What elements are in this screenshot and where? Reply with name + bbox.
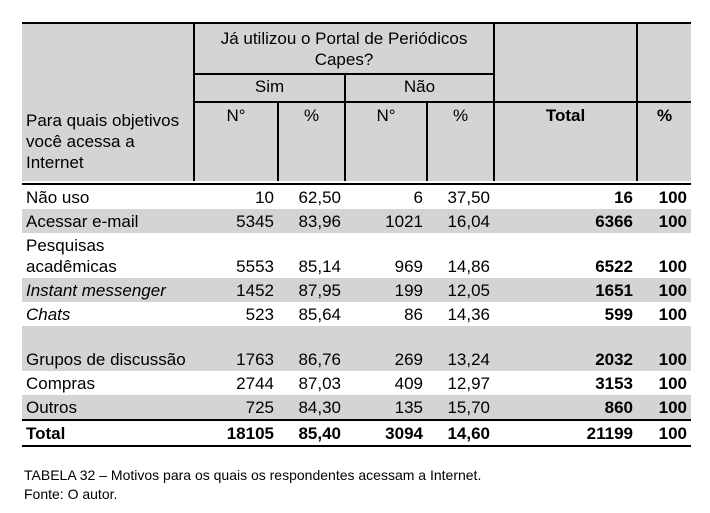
sim-pct-cell: 85,64 bbox=[298, 305, 341, 324]
total-cell: 6366 bbox=[494, 209, 638, 233]
sim-n-cell: 5553 bbox=[236, 257, 274, 276]
sim-header: Sim bbox=[193, 74, 345, 103]
nao-pct-cell: 13,24 bbox=[427, 326, 495, 371]
pct-cell: 100 bbox=[658, 257, 688, 276]
table-row: Grupos de discussão 1763 86,76 269 13,24… bbox=[22, 326, 692, 371]
row-label: Instant messenger bbox=[22, 278, 194, 302]
sim-n-cell: 5345 bbox=[194, 209, 278, 233]
sim-n-cell: 10 bbox=[255, 188, 274, 207]
nao-n-header: N° bbox=[344, 102, 427, 181]
sim-pct-cell: 86,76 bbox=[278, 326, 345, 371]
sim-pct-cell: 85,14 bbox=[298, 257, 341, 276]
row-label: Acessar e-mail bbox=[22, 209, 194, 233]
table-row: Pesquisas acadêmicas 5553 85,14 969 14,8… bbox=[22, 233, 691, 278]
total-cell: 6522 bbox=[595, 257, 634, 276]
table-caption: TABELA 32 – Motivos para os quais os res… bbox=[24, 466, 481, 504]
sim-pct-cell: 62,50 bbox=[298, 188, 341, 207]
data-table: Para quais objetivos você acessa a Inter… bbox=[22, 22, 692, 447]
caption-title: TABELA 32 – Motivos para os quais os res… bbox=[24, 467, 482, 483]
nao-n-cell: 3094 bbox=[345, 419, 427, 447]
row-label: Chats bbox=[26, 305, 71, 324]
nao-pct-cell: 12,05 bbox=[427, 278, 495, 302]
pct-header-spacer bbox=[636, 22, 692, 102]
total-cell: 2032 bbox=[494, 326, 638, 371]
nao-n-cell: 6 bbox=[413, 188, 423, 207]
nao-pct-cell: 12,97 bbox=[447, 374, 491, 393]
sim-n-cell: 725 bbox=[194, 395, 278, 420]
table-row: Compras 2744 87,03 409 12,97 3153 100 bbox=[22, 371, 691, 395]
row-label-header: Para quais objetivos você acessa a Inter… bbox=[22, 22, 194, 181]
pct-cell: 100 bbox=[637, 278, 692, 302]
total-header-spacer bbox=[493, 22, 638, 102]
pct-cell: 100 bbox=[658, 374, 688, 393]
nao-n-cell: 269 bbox=[345, 326, 427, 371]
total-cell: 860 bbox=[494, 395, 638, 420]
row-label: Outros bbox=[22, 395, 194, 420]
nao-n-cell: 409 bbox=[394, 374, 423, 393]
nao-pct-cell: 14,86 bbox=[447, 257, 491, 276]
nao-header: Não bbox=[343, 74, 495, 103]
sim-pct-cell: 87,95 bbox=[278, 278, 345, 302]
pct-header: % bbox=[636, 101, 692, 181]
nao-n-cell: 199 bbox=[345, 278, 427, 302]
total-cell: 1651 bbox=[494, 278, 638, 302]
sim-n-cell: 523 bbox=[245, 305, 274, 324]
total-cell: 21199 bbox=[494, 419, 638, 447]
nao-pct-cell: 37,50 bbox=[447, 188, 491, 207]
caption-source: Fonte: O autor. bbox=[24, 486, 118, 502]
total-cell: 16 bbox=[614, 188, 634, 207]
sim-n-cell: 1452 bbox=[194, 278, 278, 302]
row-label: Compras bbox=[26, 374, 95, 393]
pct-cell: 100 bbox=[637, 209, 692, 233]
sim-n-header: N° bbox=[193, 102, 278, 181]
row-label: Pesquisas acadêmicas bbox=[26, 236, 117, 276]
pct-cell: 100 bbox=[658, 188, 688, 207]
total-header: Total bbox=[493, 101, 638, 181]
row-label: Não uso bbox=[26, 188, 90, 207]
total-cell: 3153 bbox=[595, 374, 634, 393]
table-row: Outros 725 84,30 135 15,70 860 100 bbox=[22, 395, 692, 420]
nao-pct-cell: 15,70 bbox=[427, 395, 495, 420]
nao-n-cell: 1021 bbox=[345, 209, 427, 233]
group-header: Já utilizou o Portal de Periódicos Capes… bbox=[192, 22, 495, 75]
sim-pct-header: % bbox=[277, 102, 345, 181]
table-row: Instant messenger 1452 87,95 199 12,05 1… bbox=[22, 278, 692, 302]
pct-cell: 100 bbox=[637, 395, 692, 420]
total-row: Total 18105 85,40 3094 14,60 21199 100 bbox=[22, 419, 692, 447]
nao-pct-cell: 16,04 bbox=[427, 209, 495, 233]
table-row: Chats 523 85,64 86 14,36 599 100 bbox=[22, 302, 691, 326]
pct-cell: 100 bbox=[637, 419, 692, 447]
pct-cell: 100 bbox=[658, 305, 688, 324]
nao-pct-header: % bbox=[425, 102, 495, 181]
sim-n-cell: 1763 bbox=[194, 326, 278, 371]
nao-n-cell: 86 bbox=[404, 305, 423, 324]
table-row: Acessar e-mail 5345 83,96 1021 16,04 636… bbox=[22, 209, 692, 233]
sim-n-cell: 2744 bbox=[236, 374, 274, 393]
row-label: Grupos de discussão bbox=[22, 326, 194, 371]
row-label: Total bbox=[22, 419, 194, 447]
nao-pct-cell: 14,36 bbox=[447, 305, 491, 324]
nao-pct-cell: 14,60 bbox=[427, 419, 495, 447]
nao-n-cell: 135 bbox=[345, 395, 427, 420]
sim-pct-cell: 84,30 bbox=[278, 395, 345, 420]
sim-pct-cell: 85,40 bbox=[278, 419, 345, 447]
pct-cell: 100 bbox=[637, 326, 692, 371]
sim-pct-cell: 87,03 bbox=[298, 374, 341, 393]
table-row: Não uso 10 62,50 6 37,50 16 100 bbox=[22, 184, 691, 209]
total-cell: 599 bbox=[604, 305, 634, 324]
nao-n-cell: 969 bbox=[394, 257, 423, 276]
sim-n-cell: 18105 bbox=[194, 419, 278, 447]
sim-pct-cell: 83,96 bbox=[278, 209, 345, 233]
